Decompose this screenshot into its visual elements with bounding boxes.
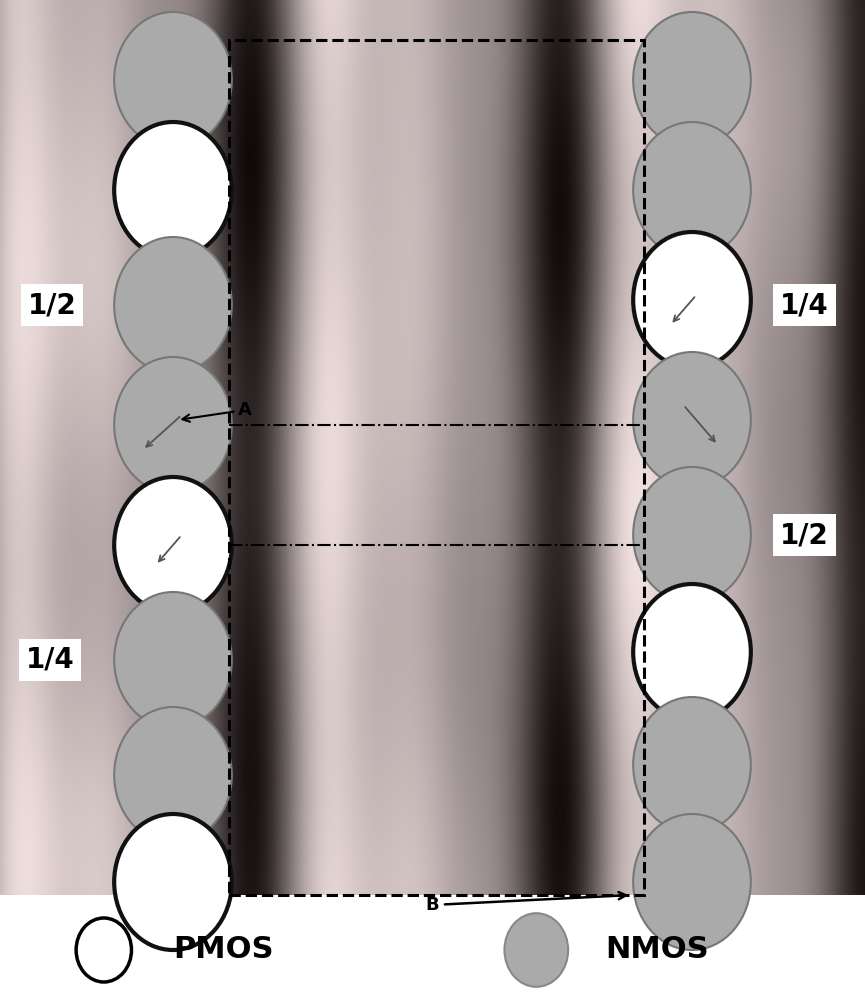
Circle shape <box>633 232 751 368</box>
Text: 1/4: 1/4 <box>780 291 829 319</box>
Circle shape <box>114 707 232 843</box>
Circle shape <box>633 814 751 950</box>
Circle shape <box>504 913 568 987</box>
Text: B: B <box>426 892 626 914</box>
Circle shape <box>76 918 131 982</box>
Circle shape <box>114 12 232 148</box>
Text: NMOS: NMOS <box>606 936 709 964</box>
Circle shape <box>114 357 232 493</box>
Bar <box>0 895 865 1000</box>
Circle shape <box>633 352 751 488</box>
Text: PMOS: PMOS <box>173 936 273 964</box>
Text: 1/2: 1/2 <box>780 521 829 549</box>
Circle shape <box>633 467 751 603</box>
Circle shape <box>114 814 232 950</box>
Circle shape <box>114 122 232 258</box>
Circle shape <box>633 584 751 720</box>
Circle shape <box>114 477 232 613</box>
Text: 1/2: 1/2 <box>28 291 76 319</box>
Circle shape <box>633 122 751 258</box>
Circle shape <box>114 592 232 728</box>
Text: A: A <box>183 401 252 422</box>
Bar <box>229 40 644 895</box>
Circle shape <box>633 697 751 833</box>
Circle shape <box>633 12 751 148</box>
Circle shape <box>114 237 232 373</box>
Text: 1/4: 1/4 <box>26 646 74 674</box>
